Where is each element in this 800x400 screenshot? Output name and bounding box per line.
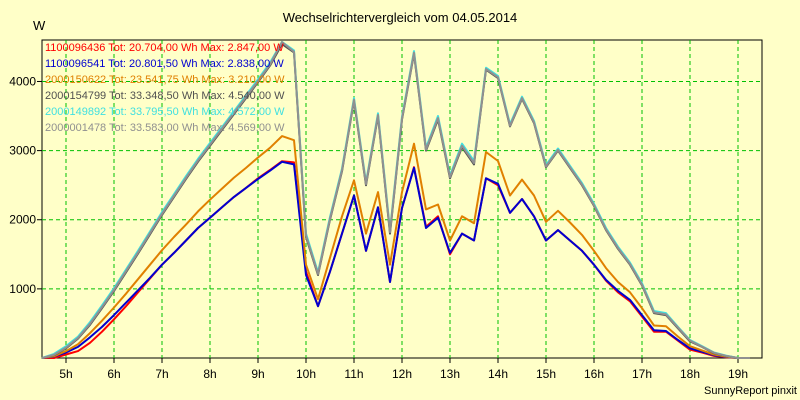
legend: 1100096436 Tot: 20.704,00 Wh Max: 2.847,… <box>45 42 285 134</box>
y-tick-label: 2000 <box>9 213 36 227</box>
legend-entry-2000149892: 2000149892 Tot: 33.795,50 Wh Max: 4.572,… <box>45 106 285 118</box>
legend-entry-2000001478: 2000001478 Tot: 33.583,00 Wh Max: 4.569,… <box>45 122 285 134</box>
legend-entry-2000150622: 2000150622 Tot: 23.541,75 Wh Max: 3.210,… <box>45 74 285 86</box>
x-tick-label: 16h <box>584 367 604 381</box>
x-axis-ticks: 5h 6h 7h 8h 9h 10h 11h 12h 13h 14h 15h 16h 17h 18h 19h <box>59 358 748 381</box>
y-tick-label: 4000 <box>9 74 36 88</box>
x-tick-label: 6h <box>107 367 120 381</box>
x-tick-label: 17h <box>632 367 652 381</box>
series-line-2000150622 <box>41 135 750 359</box>
series-line-1100096541 <box>41 160 750 359</box>
x-tick-label: 5h <box>59 367 72 381</box>
x-tick-label: 9h <box>251 367 264 381</box>
x-tick-label: 11h <box>344 367 363 381</box>
y-tick-label: 1000 <box>9 282 36 296</box>
x-tick-label: 19h <box>728 367 748 381</box>
x-tick-label: 15h <box>536 367 556 381</box>
y-axis-label: W <box>33 18 46 33</box>
series-line-2000001478 <box>41 41 750 359</box>
x-tick-label: 14h <box>488 367 508 381</box>
legend-entry-2000154799: 2000154799 Tot: 33.348,50 Wh Max: 4.540,… <box>45 90 285 102</box>
series-lines <box>41 40 750 359</box>
y-tick-label: 3000 <box>9 144 36 158</box>
grid <box>42 40 762 358</box>
legend-entry-1100096541: 1100096541 Tot: 20.801,50 Wh Max: 2.838,… <box>45 58 284 70</box>
x-tick-label: 12h <box>392 367 412 381</box>
chart-title: Wechselrichtervergleich vom 04.05.2014 <box>283 10 518 25</box>
legend-entry-1100096436: 1100096436 Tot: 20.704,00 Wh Max: 2.847,… <box>45 42 284 54</box>
y-axis-ticks: 1000 2000 3000 4000 <box>9 74 42 296</box>
x-tick-label: 18h <box>680 367 700 381</box>
x-tick-label: 10h <box>296 367 316 381</box>
x-tick-label: 13h <box>440 367 460 381</box>
footer-credit: SunnyReport pinxit <box>704 385 797 397</box>
x-tick-label: 7h <box>155 367 168 381</box>
x-tick-label: 8h <box>203 367 216 381</box>
